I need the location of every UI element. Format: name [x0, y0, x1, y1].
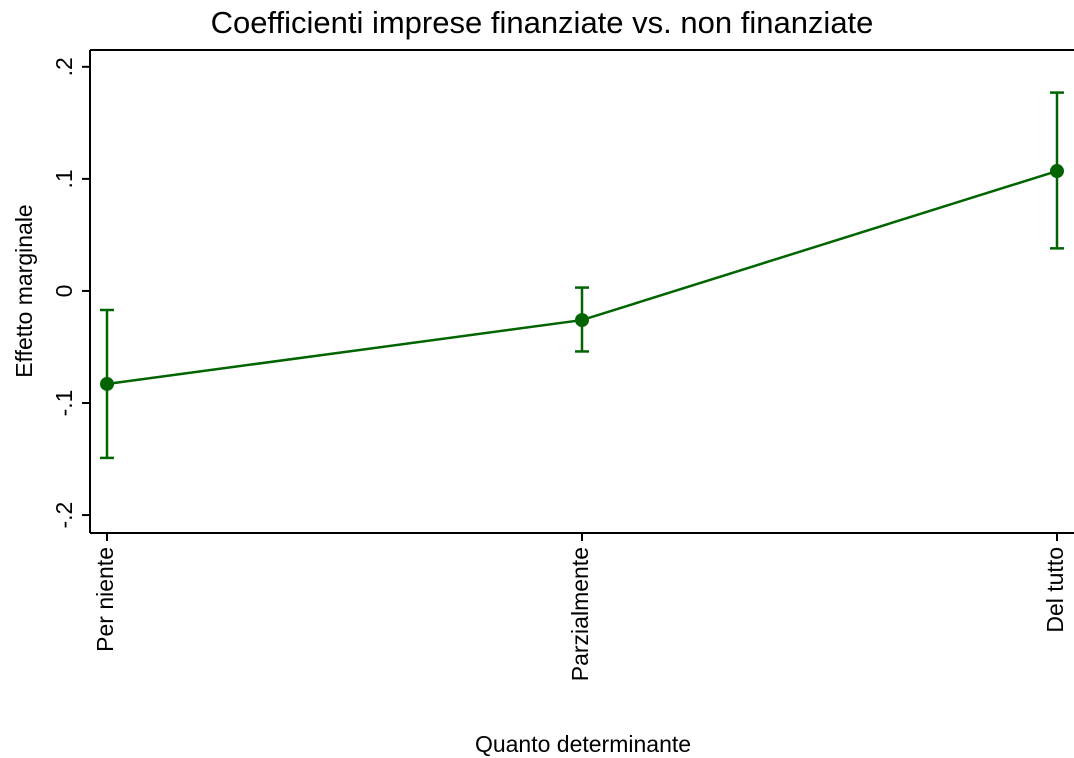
x-axis-label: Quanto determinante	[475, 731, 691, 757]
y-tick-label: -.2	[51, 502, 77, 529]
y-tick-label: .1	[51, 169, 77, 188]
point	[575, 313, 589, 328]
x-tick-label: Per niente	[92, 547, 118, 652]
y-tick-label: -.1	[51, 390, 77, 417]
point	[1050, 164, 1064, 179]
y-axis-label: Effetto marginale	[11, 204, 37, 377]
chart-title: Coefficienti imprese finanziate vs. non …	[211, 5, 874, 40]
y-tick-label: .2	[51, 57, 77, 76]
x-tick-label: Parzialmente	[567, 547, 593, 681]
point	[100, 376, 114, 391]
x-tick-label: Del tutto	[1042, 547, 1068, 633]
y-tick-label: 0	[51, 285, 77, 298]
